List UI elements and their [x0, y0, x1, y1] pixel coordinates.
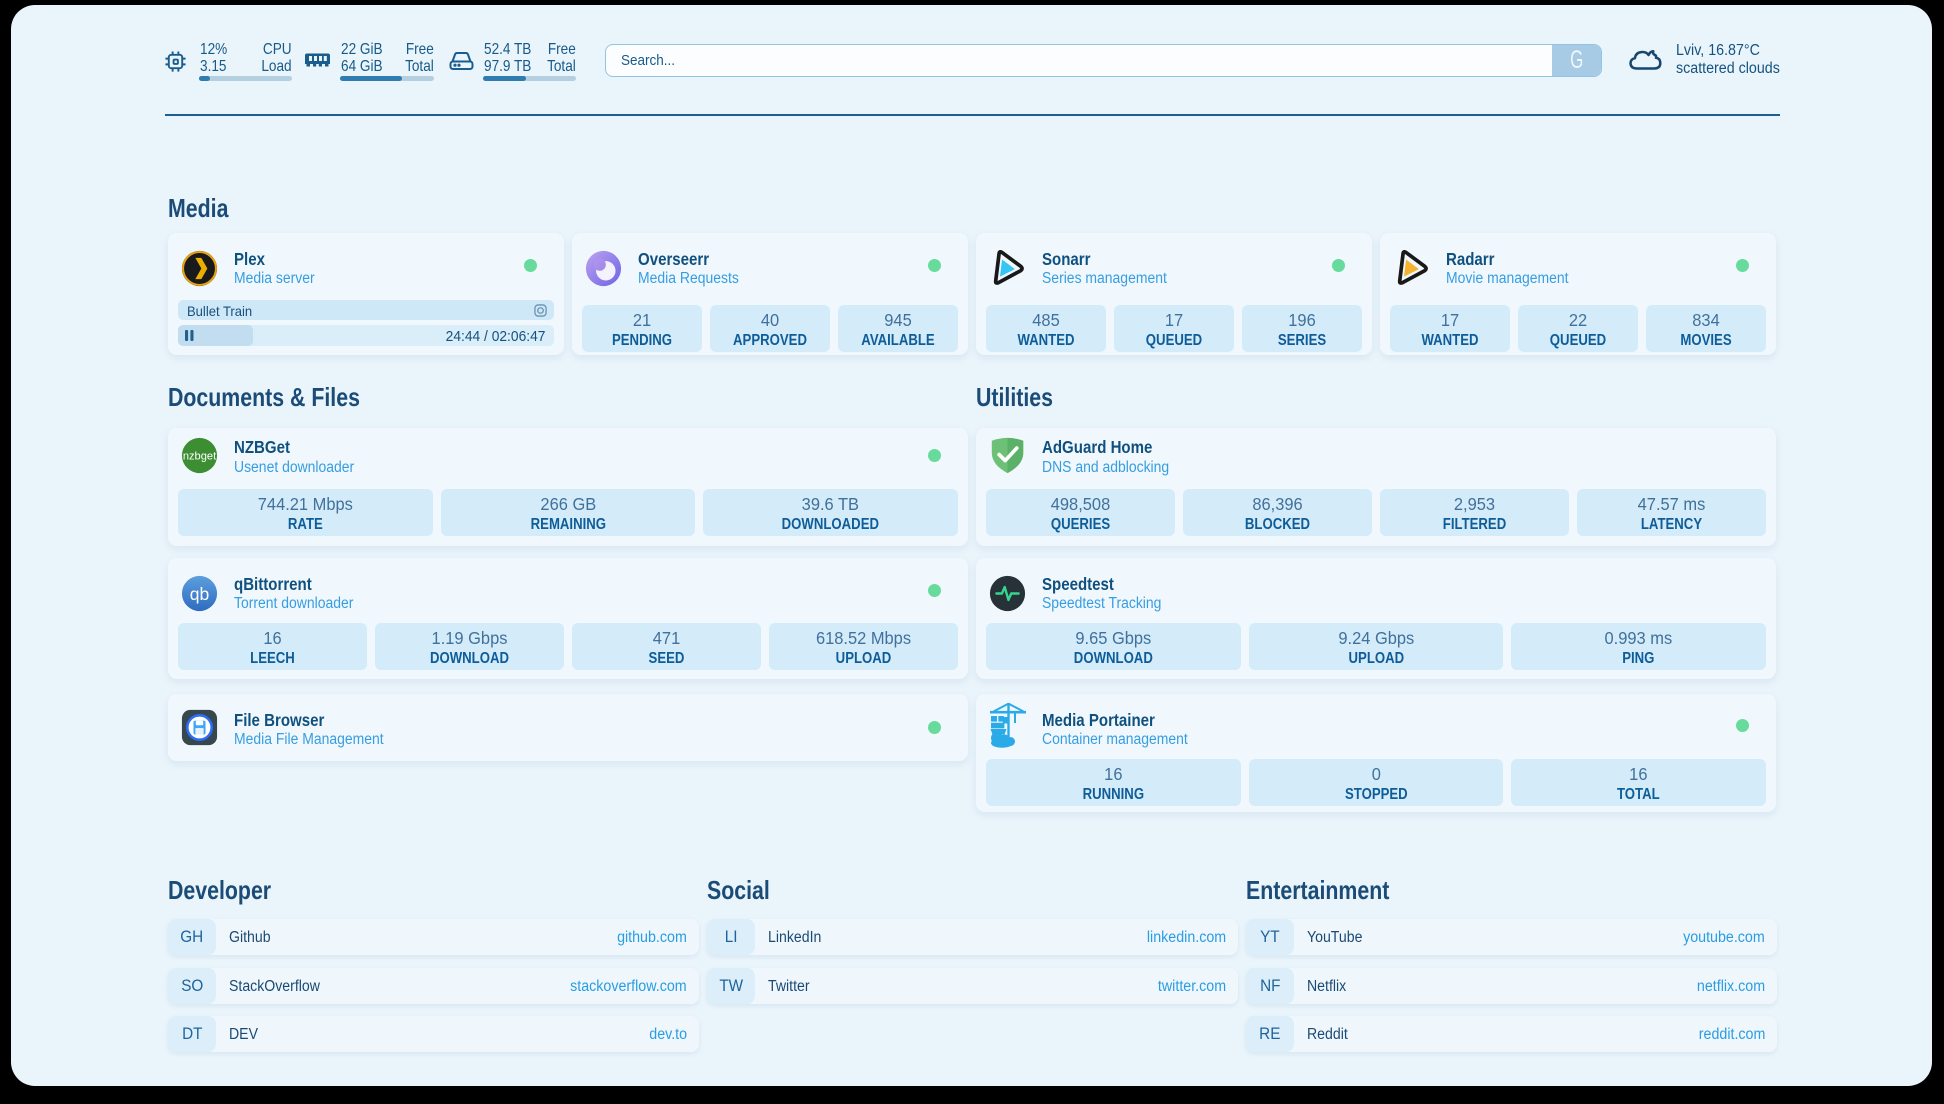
- svg-text:qb: qb: [190, 584, 210, 604]
- svg-text:nzbget: nzbget: [183, 451, 216, 463]
